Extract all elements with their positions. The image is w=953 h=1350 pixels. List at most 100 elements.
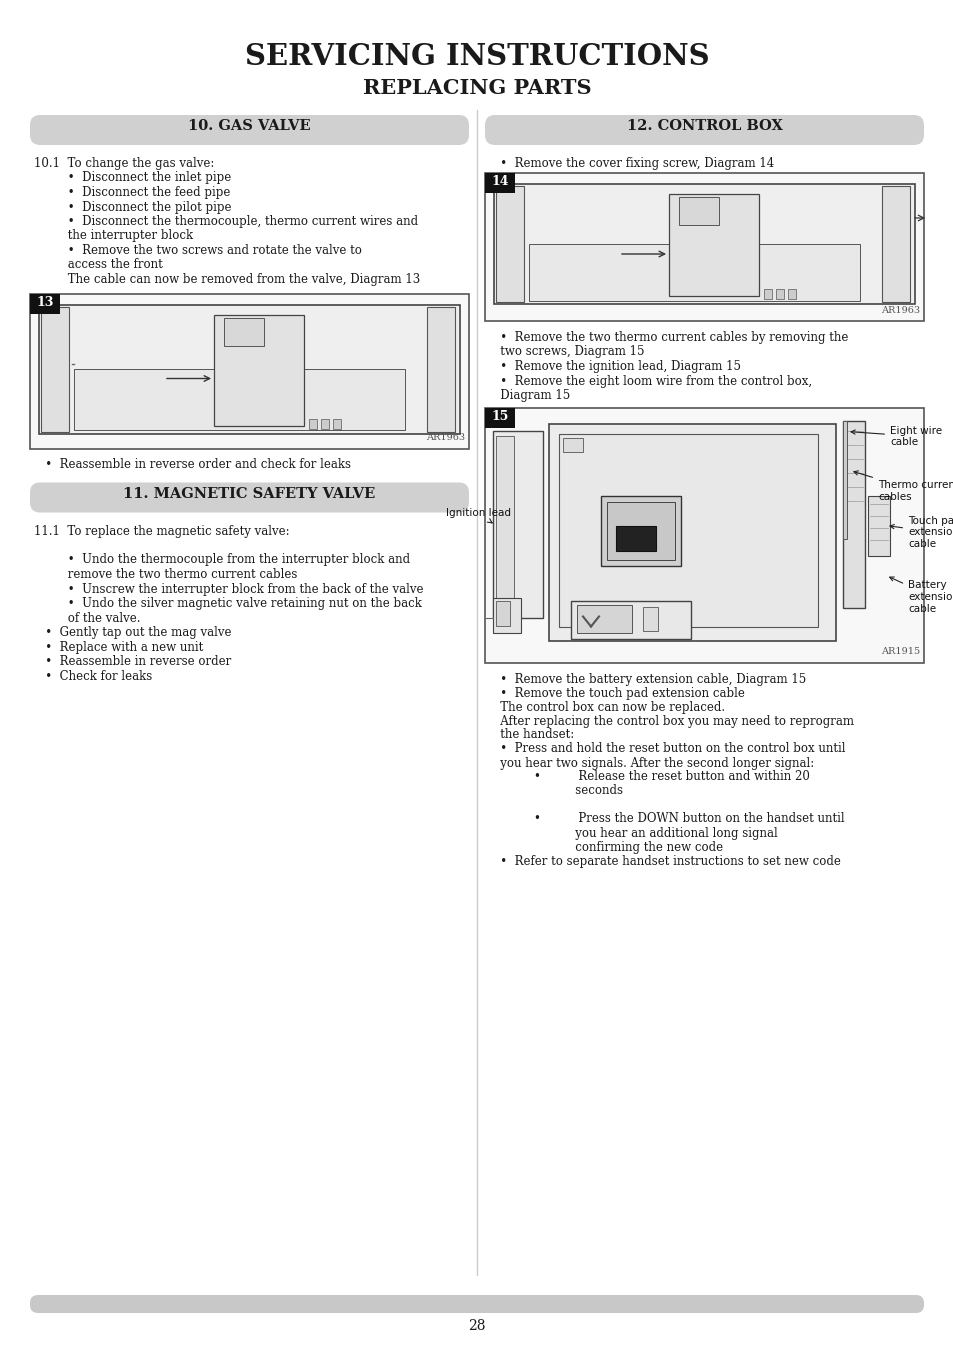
- Text: •  Replace with a new unit: • Replace with a new unit: [34, 640, 203, 653]
- Text: AR1915: AR1915: [880, 648, 919, 656]
- Text: The control box can now be replaced.: The control box can now be replaced.: [489, 701, 724, 714]
- Text: After replacing the control box you may need to reprogram: After replacing the control box you may …: [489, 714, 853, 728]
- Bar: [842, 420, 864, 608]
- Text: •  Press and hold the reset button on the control box until: • Press and hold the reset button on the…: [489, 743, 844, 756]
- Text: you hear two signals. After the second longer signal:: you hear two signals. After the second l…: [489, 756, 814, 770]
- Bar: [74, 369, 405, 429]
- FancyBboxPatch shape: [30, 1295, 923, 1314]
- Bar: [496, 186, 523, 302]
- Bar: [494, 184, 914, 304]
- Text: Battery
extension
cable: Battery extension cable: [889, 576, 953, 614]
- Bar: [493, 431, 542, 617]
- Bar: [600, 495, 680, 566]
- Text: 12. CONTROL BOX: 12. CONTROL BOX: [626, 119, 781, 134]
- Text: •  Reassemble in reverse order and check for leaks: • Reassemble in reverse order and check …: [34, 459, 351, 471]
- Text: •  Remove the eight loom wire from the control box,: • Remove the eight loom wire from the co…: [489, 374, 811, 387]
- Text: 13: 13: [36, 296, 53, 309]
- Text: SERVICING INSTRUCTIONS: SERVICING INSTRUCTIONS: [244, 42, 709, 72]
- Text: 14: 14: [491, 176, 508, 188]
- Text: Touch pad
extension
cable: Touch pad extension cable: [889, 516, 953, 548]
- Text: •  Undo the silver magnetic valve retaining nut on the back: • Undo the silver magnetic valve retaini…: [34, 597, 421, 610]
- Text: seconds: seconds: [489, 784, 622, 798]
- Bar: [842, 420, 846, 539]
- Bar: [309, 418, 316, 428]
- Text: •  Remove the touch pad extension cable: • Remove the touch pad extension cable: [489, 687, 744, 699]
- Text: •  Remove the battery extension cable, Diagram 15: • Remove the battery extension cable, Di…: [489, 672, 805, 686]
- Text: •  Disconnect the pilot pipe: • Disconnect the pilot pipe: [34, 201, 232, 213]
- Bar: [562, 437, 582, 451]
- Bar: [577, 605, 631, 633]
- Bar: [496, 436, 514, 613]
- Text: •  Undo the thermocouple from the interrupter block and: • Undo the thermocouple from the interru…: [34, 554, 410, 567]
- Text: •  Disconnect the thermocouple, thermo current wires and: • Disconnect the thermocouple, thermo cu…: [34, 215, 417, 228]
- Bar: [775, 289, 783, 298]
- Text: •          Press the DOWN button on the handset until: • Press the DOWN button on the handset u…: [489, 813, 843, 825]
- FancyBboxPatch shape: [484, 115, 923, 144]
- Text: 11. MAGNETIC SAFETY VALVE: 11. MAGNETIC SAFETY VALVE: [123, 486, 375, 501]
- Bar: [679, 197, 719, 225]
- Text: •  Refer to separate handset instructions to set new code: • Refer to separate handset instructions…: [489, 855, 840, 868]
- Text: Eight wire
cable: Eight wire cable: [850, 425, 942, 447]
- Text: remove the two thermo current cables: remove the two thermo current cables: [34, 568, 297, 580]
- Text: •  Unscrew the interrupter block from the back of the valve: • Unscrew the interrupter block from the…: [34, 582, 423, 595]
- Bar: [213, 315, 304, 425]
- Bar: [320, 418, 329, 428]
- Bar: [224, 317, 264, 346]
- Circle shape: [44, 317, 58, 332]
- Bar: [580, 625, 640, 636]
- Text: Thermo current
cables: Thermo current cables: [853, 471, 953, 502]
- Bar: [571, 601, 690, 639]
- Text: Diagram 15: Diagram 15: [489, 389, 570, 402]
- Text: 15: 15: [491, 409, 508, 423]
- Bar: [30, 293, 469, 448]
- Circle shape: [498, 217, 513, 231]
- Text: •  Gently tap out the mag valve: • Gently tap out the mag valve: [34, 626, 232, 639]
- Text: •  Check for leaks: • Check for leaks: [34, 670, 152, 683]
- Text: the handset:: the handset:: [489, 729, 574, 741]
- Text: the interrupter block: the interrupter block: [34, 230, 193, 243]
- Bar: [484, 173, 515, 193]
- Text: two screws, Diagram 15: two screws, Diagram 15: [489, 346, 644, 359]
- Text: •  Disconnect the inlet pipe: • Disconnect the inlet pipe: [34, 171, 231, 185]
- Bar: [867, 495, 889, 555]
- Text: access the front: access the front: [34, 258, 163, 271]
- Bar: [763, 289, 771, 298]
- Text: REPLACING PARTS: REPLACING PARTS: [362, 78, 591, 99]
- Bar: [668, 194, 759, 296]
- Bar: [30, 293, 60, 313]
- Circle shape: [44, 338, 58, 351]
- Text: 10. GAS VALVE: 10. GAS VALVE: [188, 119, 311, 134]
- Text: •  Remove the two screws and rotate the valve to: • Remove the two screws and rotate the v…: [34, 244, 361, 256]
- Bar: [606, 501, 675, 559]
- Bar: [484, 408, 923, 663]
- Text: Ignition lead: Ignition lead: [446, 509, 511, 522]
- Bar: [642, 606, 658, 630]
- Text: •  Disconnect the feed pipe: • Disconnect the feed pipe: [34, 186, 230, 198]
- Bar: [427, 306, 455, 432]
- Bar: [484, 173, 923, 321]
- Bar: [41, 306, 69, 432]
- Text: •  Remove the cover fixing screw, Diagram 14: • Remove the cover fixing screw, Diagram…: [489, 157, 774, 170]
- Bar: [529, 244, 859, 301]
- Text: 11.1  To replace the magnetic safety valve:: 11.1 To replace the magnetic safety valv…: [34, 525, 290, 537]
- Bar: [333, 418, 340, 428]
- Circle shape: [498, 197, 513, 211]
- Text: The cable can now be removed from the valve, Diagram 13: The cable can now be removed from the va…: [34, 273, 420, 286]
- Bar: [484, 408, 515, 428]
- Text: you hear an additional long signal: you hear an additional long signal: [489, 826, 777, 840]
- Text: 28: 28: [468, 1319, 485, 1332]
- FancyBboxPatch shape: [30, 115, 469, 144]
- Text: confirming the new code: confirming the new code: [489, 841, 722, 853]
- Bar: [496, 601, 510, 625]
- Text: AR1963: AR1963: [425, 433, 464, 443]
- Text: •  Reassemble in reverse order: • Reassemble in reverse order: [34, 655, 231, 668]
- Text: •          Release the reset button and within 20: • Release the reset button and within 20: [489, 771, 809, 783]
- Text: 10.1  To change the gas valve:: 10.1 To change the gas valve:: [34, 157, 214, 170]
- Bar: [787, 289, 795, 298]
- Bar: [39, 305, 459, 433]
- Text: •  Remove the two thermo current cables by removing the: • Remove the two thermo current cables b…: [489, 331, 847, 344]
- Bar: [493, 598, 520, 633]
- Bar: [558, 433, 817, 626]
- Text: of the valve.: of the valve.: [34, 612, 140, 625]
- Bar: [548, 424, 835, 640]
